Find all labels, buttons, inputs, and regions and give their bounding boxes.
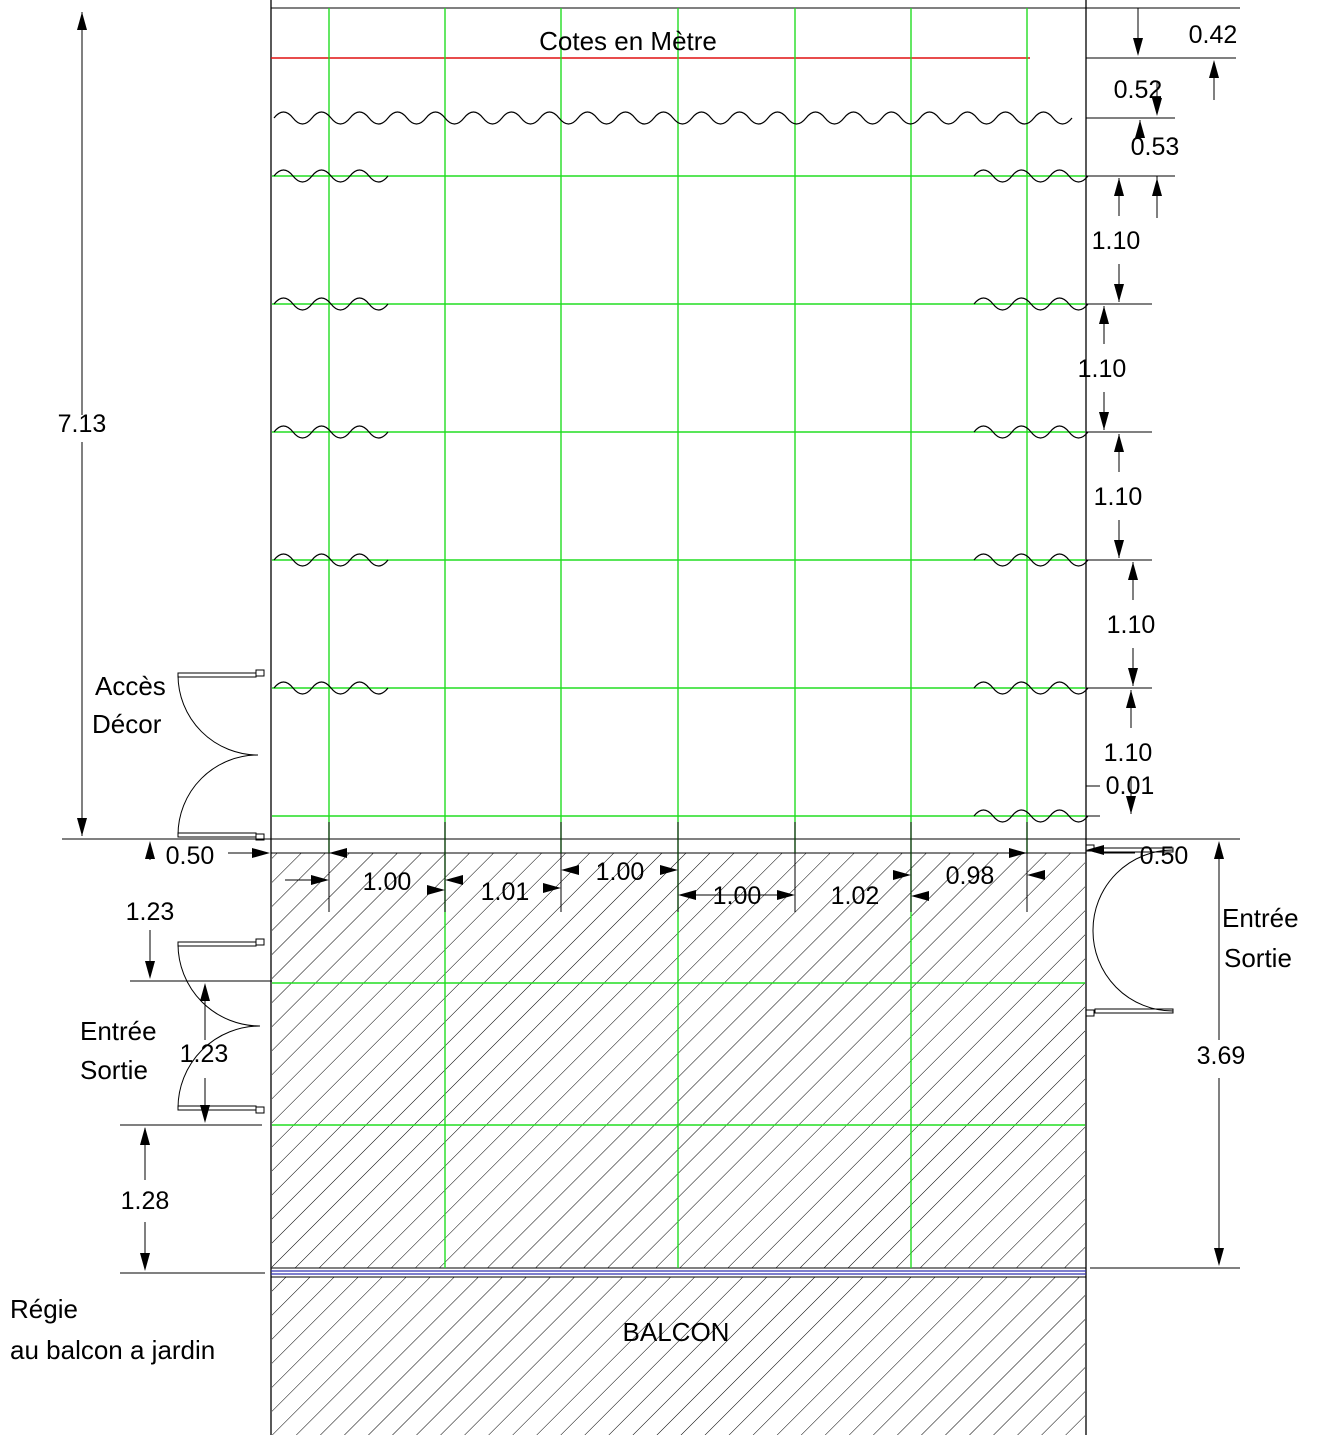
balcon-label: BALCON [623, 1317, 730, 1347]
dim-bay-4-arrow-top [1128, 562, 1138, 580]
dim-last-gap: 0.01 [1106, 772, 1155, 800]
dim-left-seg-1: 1.23 [126, 898, 175, 926]
entree-right-label-2: Sortie [1224, 943, 1292, 973]
dim-apron-arrow-bottom [1214, 1248, 1224, 1266]
dim-bay-1-arrow-bottom [1114, 284, 1124, 302]
wave-left-3 [273, 425, 389, 439]
dim-pipe-gap-1-arrow [1152, 98, 1162, 116]
dim-left-seg-1-arrow [145, 961, 155, 979]
dim-stage-depth: 7.13 [58, 410, 107, 438]
dim-left-seg-2-arrow-b [200, 1105, 210, 1123]
wave-full-curtain [273, 111, 1073, 125]
dim-col-3-arrow-b [561, 865, 579, 875]
dim-depth-arrow-top [77, 12, 87, 30]
dim-apron-arrow-top [1214, 841, 1224, 859]
dim-bay-5-arrow-bottom [1126, 796, 1136, 814]
balcon-hatch [272, 1277, 1085, 1435]
dim-col-4-arrow-a [660, 865, 678, 875]
dim-right-margin-arrow [1086, 845, 1104, 855]
dim-bay-5-arrow-top [1126, 690, 1136, 708]
dim-col-2: 1.01 [481, 878, 530, 906]
dim-col-6-arrow-b [1009, 848, 1027, 858]
dim-pipe-gap-2: 0.53 [1131, 133, 1180, 161]
dim-left-margin: 0.50 [166, 842, 215, 870]
dim-left-seg-2: 1.23 [180, 1040, 229, 1068]
wave-right-2 [973, 297, 1089, 311]
dim-bay-1: 1.10 [1092, 227, 1141, 255]
units-note: Cotes en Mètre [539, 26, 717, 56]
dim-left-seg-3: 1.28 [121, 1187, 170, 1215]
wave-right-1 [973, 169, 1089, 183]
dim-col-5-arrow-b [893, 870, 911, 880]
wave-left-2 [273, 297, 389, 311]
door-acces-decor [177, 669, 265, 841]
wave-left-1 [273, 169, 389, 183]
wave-right-3 [973, 425, 1089, 439]
dim-bay-2-arrow-bottom [1099, 412, 1109, 430]
dim-col-1-arrow-a [311, 875, 329, 885]
dim-right-margin: 0.50 [1140, 842, 1189, 870]
wave-left-5 [273, 681, 389, 695]
dim-col-1: 1.00 [363, 868, 412, 896]
dim-pipe-gap-1: 0.52 [1114, 76, 1163, 104]
dim-bay-2-arrow-top [1099, 306, 1109, 324]
dim-left-margin-stub-arrow [145, 841, 155, 859]
dim-col-5-arrow-a [777, 890, 795, 900]
door-entree-right [1085, 844, 1174, 1017]
dim-bay-2: 1.10 [1078, 355, 1127, 383]
wave-right-5 [973, 681, 1089, 695]
dim-top-offset-arrow-b [1209, 60, 1219, 78]
dim-col-3: 1.00 [596, 858, 645, 886]
dim-left-seg-2-arrow-a [200, 983, 210, 1001]
dim-apron-depth: 3.69 [1197, 1042, 1246, 1070]
wave-left-4 [273, 553, 389, 567]
dim-col-4: 1.00 [713, 882, 762, 910]
dim-col-6-arrow-c [1027, 870, 1045, 880]
dim-col-2-arrow-b [445, 875, 463, 885]
door-entree-left [177, 938, 265, 1114]
dim-top-offset-arrow-a [1133, 38, 1143, 56]
dim-top-offset: 0.42 [1189, 21, 1238, 49]
dim-bay-3-arrow-top [1114, 434, 1124, 452]
dim-bay-5: 1.10 [1104, 739, 1153, 767]
dim-left-margin-arrow [252, 848, 270, 858]
dim-pipe-gap-2-arrow-b [1152, 178, 1162, 196]
dim-depth-arrow-bottom [77, 818, 87, 836]
entree-right-label-1: Entrée [1222, 903, 1299, 933]
dim-pipe-gap-2-arrow [1135, 120, 1145, 138]
wave-right-6 [973, 809, 1089, 823]
dim-bay-3-arrow-bottom [1114, 540, 1124, 558]
dim-col-3-arrow-a [543, 883, 561, 893]
dim-bay-4: 1.10 [1107, 611, 1156, 639]
dim-bay-4-arrow-bottom [1128, 668, 1138, 686]
regie-label-2: au balcon a jardin [10, 1335, 215, 1365]
dimension-lines [77, 7, 1240, 1274]
acces-decor-label-2: Décor [92, 709, 162, 739]
dim-bay-3: 1.10 [1094, 483, 1143, 511]
balcon-edge [271, 1270, 1086, 1275]
entree-left-label-1: Entrée [80, 1016, 157, 1046]
dim-col-6: 0.98 [946, 862, 995, 890]
dim-col-1-arrow-b [329, 848, 347, 858]
dim-col-6-arrow-a [911, 891, 929, 901]
dim-col-2-arrow-a [427, 885, 445, 895]
entree-left-label-2: Sortie [80, 1055, 148, 1085]
acces-decor-label-1: Accès [95, 671, 166, 701]
dim-col-5: 1.02 [831, 882, 880, 910]
wave-right-4 [973, 553, 1089, 567]
dim-bay-1-arrow-top [1114, 178, 1124, 196]
dim-left-seg-3-arrow-a [140, 1127, 150, 1145]
regie-label-1: Régie [10, 1294, 78, 1324]
curtain-waves [273, 111, 1089, 823]
dim-left-seg-3-arrow-b [140, 1253, 150, 1271]
